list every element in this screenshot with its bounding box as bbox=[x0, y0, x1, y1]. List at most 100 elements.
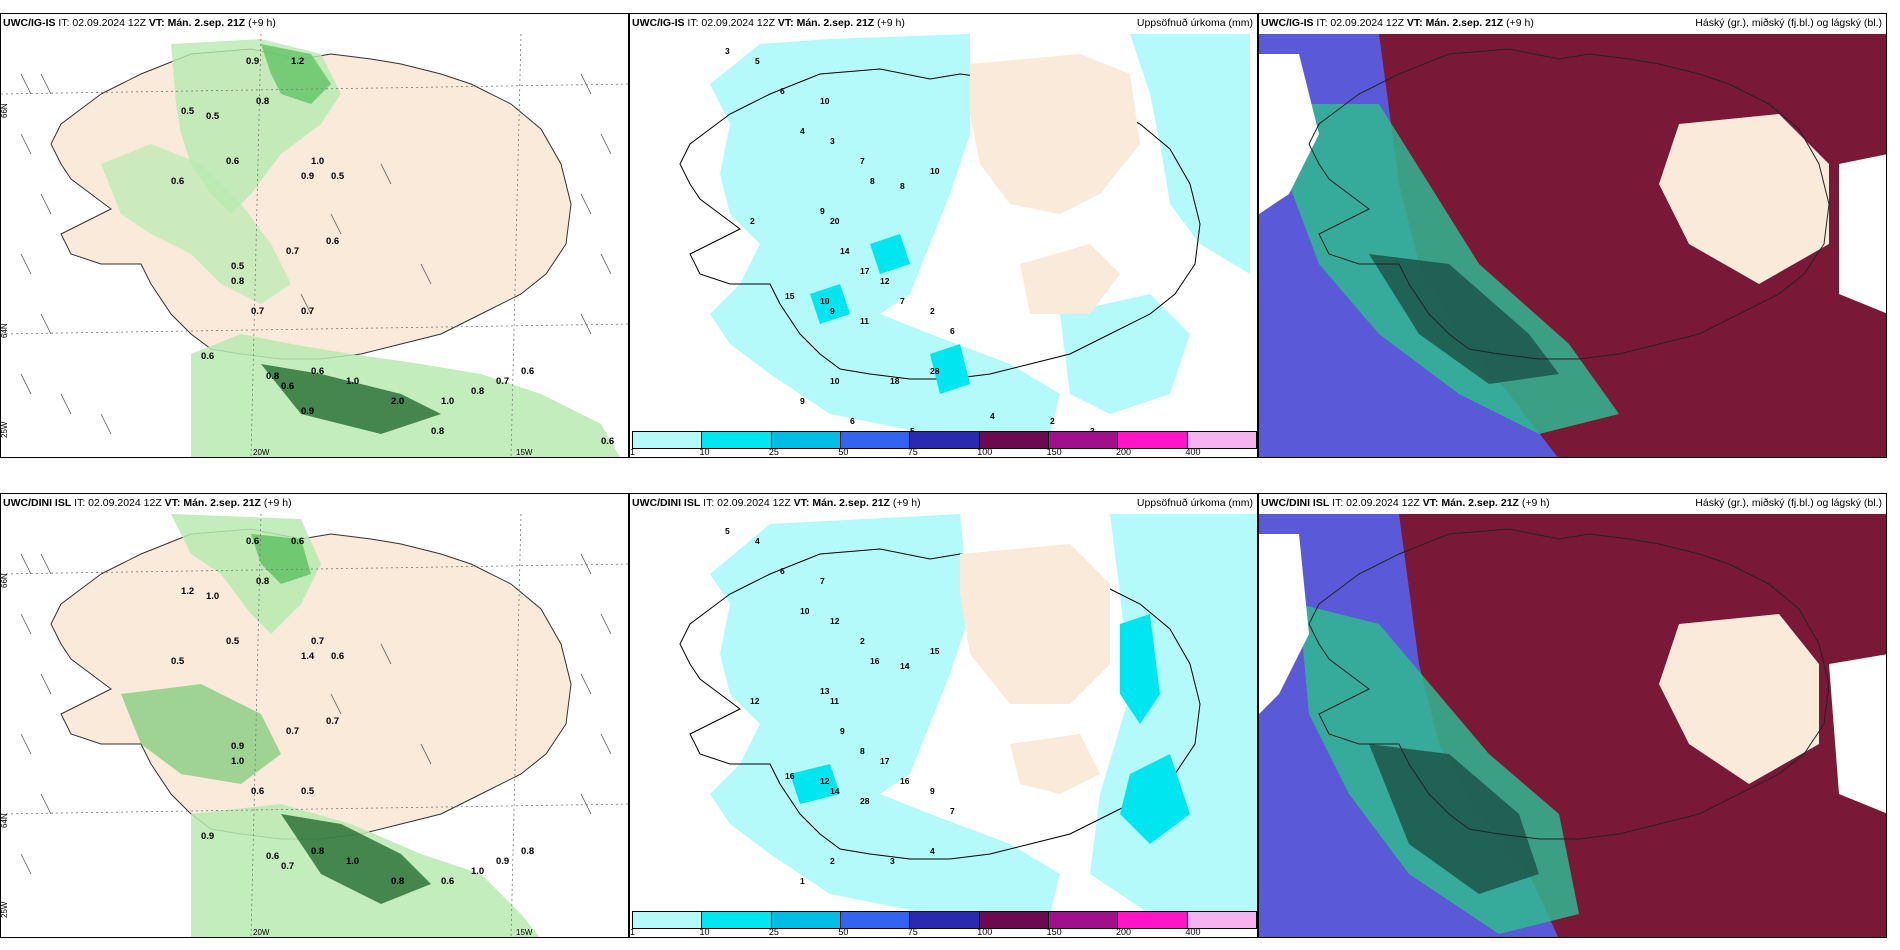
colorbar-cell bbox=[1187, 912, 1256, 928]
wind-value-label: 0.7 bbox=[286, 246, 299, 257]
precip-zone-south-core bbox=[281, 814, 431, 904]
lon-label-15: 15W bbox=[516, 928, 533, 937]
precip-value-label: 8 bbox=[900, 181, 905, 191]
cloud-panel-bottom: UWC/DINI ISL IT: 02.09.2024 12Z VT: Mán.… bbox=[1258, 493, 1887, 938]
dry-land-area bbox=[960, 544, 1110, 704]
colorbar-cell bbox=[633, 912, 703, 928]
wind-panel-top: 66N 64N 25W 20W 15W 0.9 1.2 0.8 0.5 0.5 0.6 1.… bbox=[0, 13, 629, 458]
colorbar-label: 100 bbox=[977, 927, 993, 937]
colorbar-label: 1 bbox=[630, 927, 636, 937]
precip-value-label: 16 bbox=[870, 656, 880, 666]
wind-panel-bottom: 66N 64N 25W 20W 15W 0.6 0.6 0.8 1.2 1.0 0.5 0.… bbox=[0, 493, 629, 938]
clear-area bbox=[1659, 614, 1819, 784]
wind-value-label: 0.6 bbox=[521, 366, 534, 377]
colorbar-label: 75 bbox=[907, 927, 918, 937]
lon-label-20: 20W bbox=[253, 448, 270, 457]
colorbar-label: 150 bbox=[1046, 447, 1062, 457]
wind-values-bottom: 0.6 0.6 0.8 1.2 1.0 0.5 0.7 1.4 0.6 0.5 0.7 0.7 0.9 1… bbox=[171, 536, 534, 887]
precip-core bbox=[1120, 614, 1160, 724]
cloud-title: Háský (gr.), miðský (fj.bl.) og lágský (… bbox=[1695, 17, 1882, 29]
precip-value-label: 7 bbox=[950, 806, 955, 816]
precip-panel-bottom: 5 4 6 7 10 12 2 16 14 15 13 12 11 9 8 17 16 12 14 28 16 9 7 4 3 2… bbox=[629, 493, 1258, 938]
precip-core bbox=[810, 284, 850, 324]
precip-zone-south bbox=[191, 334, 620, 457]
wind-value-label: 0.7 bbox=[301, 306, 314, 317]
wind-value-label: 0.8 bbox=[431, 426, 444, 437]
colorbar-label: 200 bbox=[1116, 447, 1132, 457]
init-time: IT: 02.09.2024 12Z bbox=[1332, 497, 1420, 509]
wind-value-label: 0.8 bbox=[521, 846, 534, 857]
wind-map-bottom: 66N 64N 25W 20W 15W 0.6 0.60.81.2 1.00.5 0.… bbox=[1, 513, 628, 937]
precip-value-label: 2 bbox=[1050, 416, 1055, 426]
wind-value-label: 0.8 bbox=[471, 386, 484, 397]
panel-header: UWC/IG-IS IT: 02.09.2024 12Z VT: Mán. 2.… bbox=[3, 17, 276, 29]
wind-value-label: 2.0 bbox=[391, 396, 404, 407]
precip-value-label: 10 bbox=[820, 96, 830, 106]
precip-value-label: 9 bbox=[840, 726, 845, 736]
wind-value-label: 0.7 bbox=[311, 636, 324, 647]
wind-value-label: 0.5 bbox=[226, 636, 240, 647]
colorbar-label: 10 bbox=[699, 447, 710, 457]
colorbar-label: 75 bbox=[907, 447, 918, 457]
cloud-map-bottom bbox=[1259, 514, 1886, 937]
colorbar-label: 50 bbox=[838, 447, 849, 457]
valid-time: VT: Mán. 2.sep. 21Z bbox=[1422, 497, 1519, 509]
precip-value-label: 15 bbox=[930, 646, 940, 656]
colorbar-label: 400 bbox=[1185, 927, 1201, 937]
precip-value-label: 9 bbox=[930, 786, 935, 796]
precip-core-3 bbox=[790, 764, 840, 804]
wind-value-label: 0.6 bbox=[291, 536, 304, 547]
panel-header: UWC/IG-IS IT: 02.09.2024 12Z VT: Mán. 2.… bbox=[632, 17, 905, 29]
panel-header: UWC/IG-IS IT: 02.09.2024 12Z VT: Mán. 2.… bbox=[1261, 17, 1534, 29]
wind-value-label: 1.0 bbox=[206, 591, 219, 602]
precip-area bbox=[710, 514, 1060, 914]
precip-value-label: 1 bbox=[800, 876, 805, 886]
wind-value-label: 0.9 bbox=[301, 171, 314, 182]
precip-value-label: 20 bbox=[830, 216, 840, 226]
precip-value-label: 18 bbox=[890, 376, 900, 386]
model-name: UWC/IG-IS bbox=[3, 17, 56, 29]
precip-core-2 bbox=[930, 344, 970, 394]
wind-value-label: 0.6 bbox=[311, 366, 324, 377]
lat-label-64: 64N bbox=[1, 813, 9, 828]
wind-value-label: 0.5 bbox=[331, 171, 345, 182]
precip-zone-mid bbox=[101, 144, 291, 304]
wind-value-label: 0.6 bbox=[601, 436, 614, 447]
colorbar-cell bbox=[1118, 912, 1188, 928]
wind-value-label: 0.8 bbox=[256, 96, 269, 107]
wind-value-label: 1.0 bbox=[346, 856, 359, 867]
wind-values-top: 0.9 1.2 0.8 0.5 0.5 0.6 1.0 0.9 0.5 0.6 0.6 0.7 0.5 0… bbox=[171, 56, 614, 447]
wind-value-label: 0.5 bbox=[206, 111, 220, 122]
wind-value-label: 0.7 bbox=[496, 376, 509, 387]
lead-time: (+9 h) bbox=[892, 497, 921, 509]
colorbar-labels: 1 10 25 50 75 100 150 200 400 bbox=[630, 927, 1257, 937]
colorbar-cell bbox=[702, 432, 772, 448]
colorbar-cell bbox=[979, 912, 1049, 928]
panel-header: UWC/DINI ISL IT: 02.09.2024 12Z VT: Mán.… bbox=[1261, 497, 1550, 509]
wind-value-label: 1.0 bbox=[311, 156, 324, 167]
precip-value-label: 8 bbox=[860, 746, 865, 756]
colorbar-cell bbox=[633, 432, 703, 448]
colorbar-bottom: 1 10 25 50 75 100 150 200 400 bbox=[630, 903, 1257, 937]
wind-value-label: 0.8 bbox=[256, 576, 269, 587]
wind-value-label: 0.8 bbox=[231, 276, 244, 287]
colorbar-labels: 1 10 25 50 75 100 150 200 400 bbox=[630, 447, 1257, 457]
precip-value-label: 14 bbox=[900, 661, 910, 671]
panel-header: UWC/DINI ISL IT: 02.09.2024 12Z VT: Mán.… bbox=[632, 497, 921, 509]
panel-header: UWC/DINI ISL IT: 02.09.2024 12Z VT: Mán.… bbox=[3, 497, 292, 509]
colorbar-label: 25 bbox=[768, 447, 779, 457]
cloud-panel-top: UWC/IG-IS IT: 02.09.2024 12Z VT: Mán. 2.… bbox=[1258, 13, 1887, 458]
lead-time: (+9 h) bbox=[877, 17, 905, 29]
precip-value-label: 5 bbox=[725, 526, 730, 536]
model-name: UWC/DINI ISL bbox=[1261, 497, 1330, 509]
precip-value-label: 14 bbox=[840, 246, 850, 256]
precip-core-2 bbox=[1120, 754, 1190, 844]
lead-time: (+9 h) bbox=[248, 17, 276, 29]
precip-area bbox=[710, 34, 1060, 434]
precip-value-label: 14 bbox=[830, 786, 840, 796]
lon-label-15: 15W bbox=[516, 448, 533, 457]
precip-area-east bbox=[1130, 34, 1250, 274]
